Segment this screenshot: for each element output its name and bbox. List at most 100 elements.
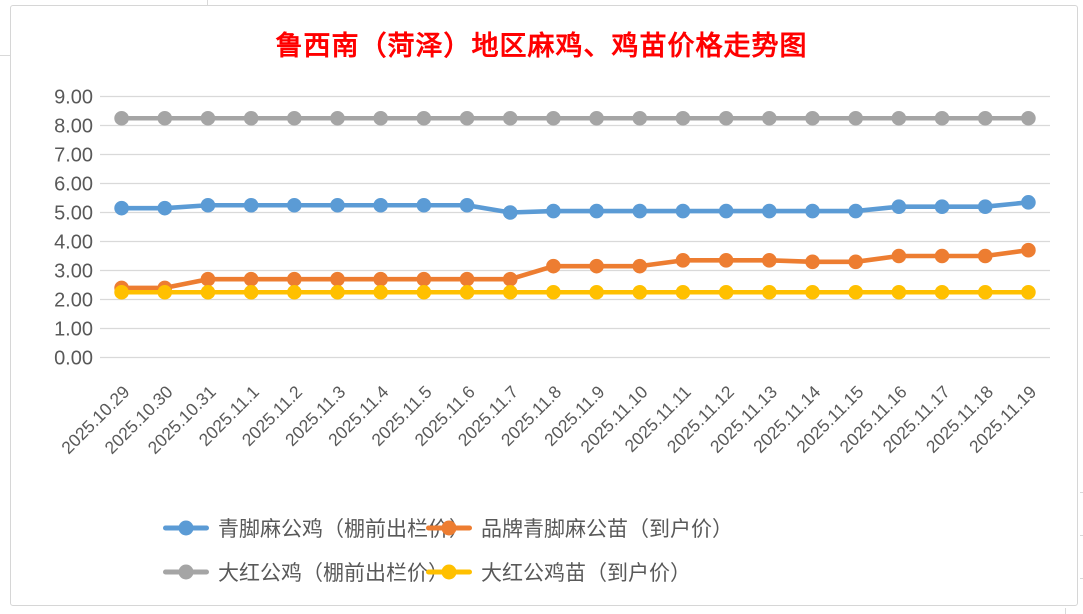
data-point [200,284,216,300]
data-point [675,110,691,126]
data-point [762,203,777,219]
sheet-gridline [1065,608,1066,614]
data-point [805,284,820,300]
data-point [546,284,561,300]
data-point [502,110,518,126]
data-point [373,284,388,300]
chart-panel [10,5,1078,606]
data-point [1021,195,1036,210]
data-point [718,253,734,268]
y-axis-tick-label: 4.00 [54,232,93,254]
sheet-gridline [0,55,10,56]
data-point [632,203,648,219]
data-point [805,110,820,126]
data-point [459,284,475,300]
data-point [762,284,777,300]
data-point [546,110,561,126]
data-point [416,271,432,287]
data-point [1021,284,1036,300]
data-point [330,271,345,287]
data-point [762,110,777,126]
data-point [243,197,259,213]
data-point [675,253,691,268]
data-point [157,284,173,300]
data-point [589,110,604,126]
data-point [546,203,561,219]
data-point [891,110,907,126]
data-point [1021,242,1036,258]
series-line-1 [119,247,1031,291]
data-point [114,284,129,300]
legend-label: 品牌青脚麻公苗（到户价） [481,517,733,541]
data-point [416,197,432,213]
data-point [157,200,173,216]
legend-label: 大红公鸡（棚前出栏价） [218,561,449,585]
data-point [632,110,648,126]
legend-item-1: 品牌青脚麻公苗（到户价） [426,515,733,541]
data-point [502,284,518,300]
data-point [718,203,734,219]
legend-item-3: 大红公鸡苗（到户价） [426,559,691,585]
data-point [589,258,604,274]
data-point [373,110,388,126]
data-point [589,203,604,219]
chart-title: 鲁西南（菏泽）地区麻鸡、鸡苗价格走势图 [275,31,808,61]
sheet-gridline [1080,492,1083,493]
data-point [977,199,993,214]
data-point [287,110,302,126]
y-axis-tick-label: 9.00 [54,87,93,109]
sheet-gridline [1080,535,1083,536]
data-point [632,284,648,300]
data-point [675,203,691,219]
sheet-gridline [1080,578,1083,579]
data-point [330,197,345,213]
data-point [243,284,259,300]
data-point [459,110,475,126]
data-point [287,271,302,287]
data-point [805,254,820,270]
data-point [459,271,475,287]
data-point [373,197,388,213]
data-point [891,199,907,214]
y-axis-tick-label: 7.00 [54,145,93,167]
data-point [762,253,777,268]
data-point [416,110,432,126]
data-point [848,203,863,219]
data-point [200,271,216,287]
data-point [891,248,907,264]
data-point [977,284,993,300]
data-point [114,110,129,126]
data-point [243,110,259,126]
data-point [934,199,950,214]
y-axis-tick-label: 5.00 [54,203,93,225]
legend-label: 大红公鸡苗（到户价） [481,561,691,585]
data-point [718,284,734,300]
data-point [114,200,129,216]
data-point [632,258,648,274]
series-line-0 [119,200,1031,215]
data-point [157,110,173,126]
data-point [200,197,216,213]
data-point [287,197,302,213]
data-point [287,284,302,300]
y-axis-tick-label: 8.00 [54,116,93,138]
data-point [934,284,950,300]
data-point [891,284,907,300]
legend-line-marker-icon [163,562,209,582]
data-point [373,271,388,287]
data-point [459,197,475,213]
sheet-gridline [207,0,208,5]
data-point [416,284,432,300]
data-point [977,248,993,264]
data-point [243,271,259,287]
data-point [330,284,345,300]
y-axis-tick-label: 2.00 [54,290,93,312]
y-axis-tick-label: 1.00 [54,319,93,341]
legend-line-marker-icon [163,518,209,538]
y-axis-tick-label: 3.00 [54,261,93,283]
data-point [848,254,863,270]
data-point [1021,110,1036,126]
data-point [848,284,863,300]
data-point [934,248,950,264]
